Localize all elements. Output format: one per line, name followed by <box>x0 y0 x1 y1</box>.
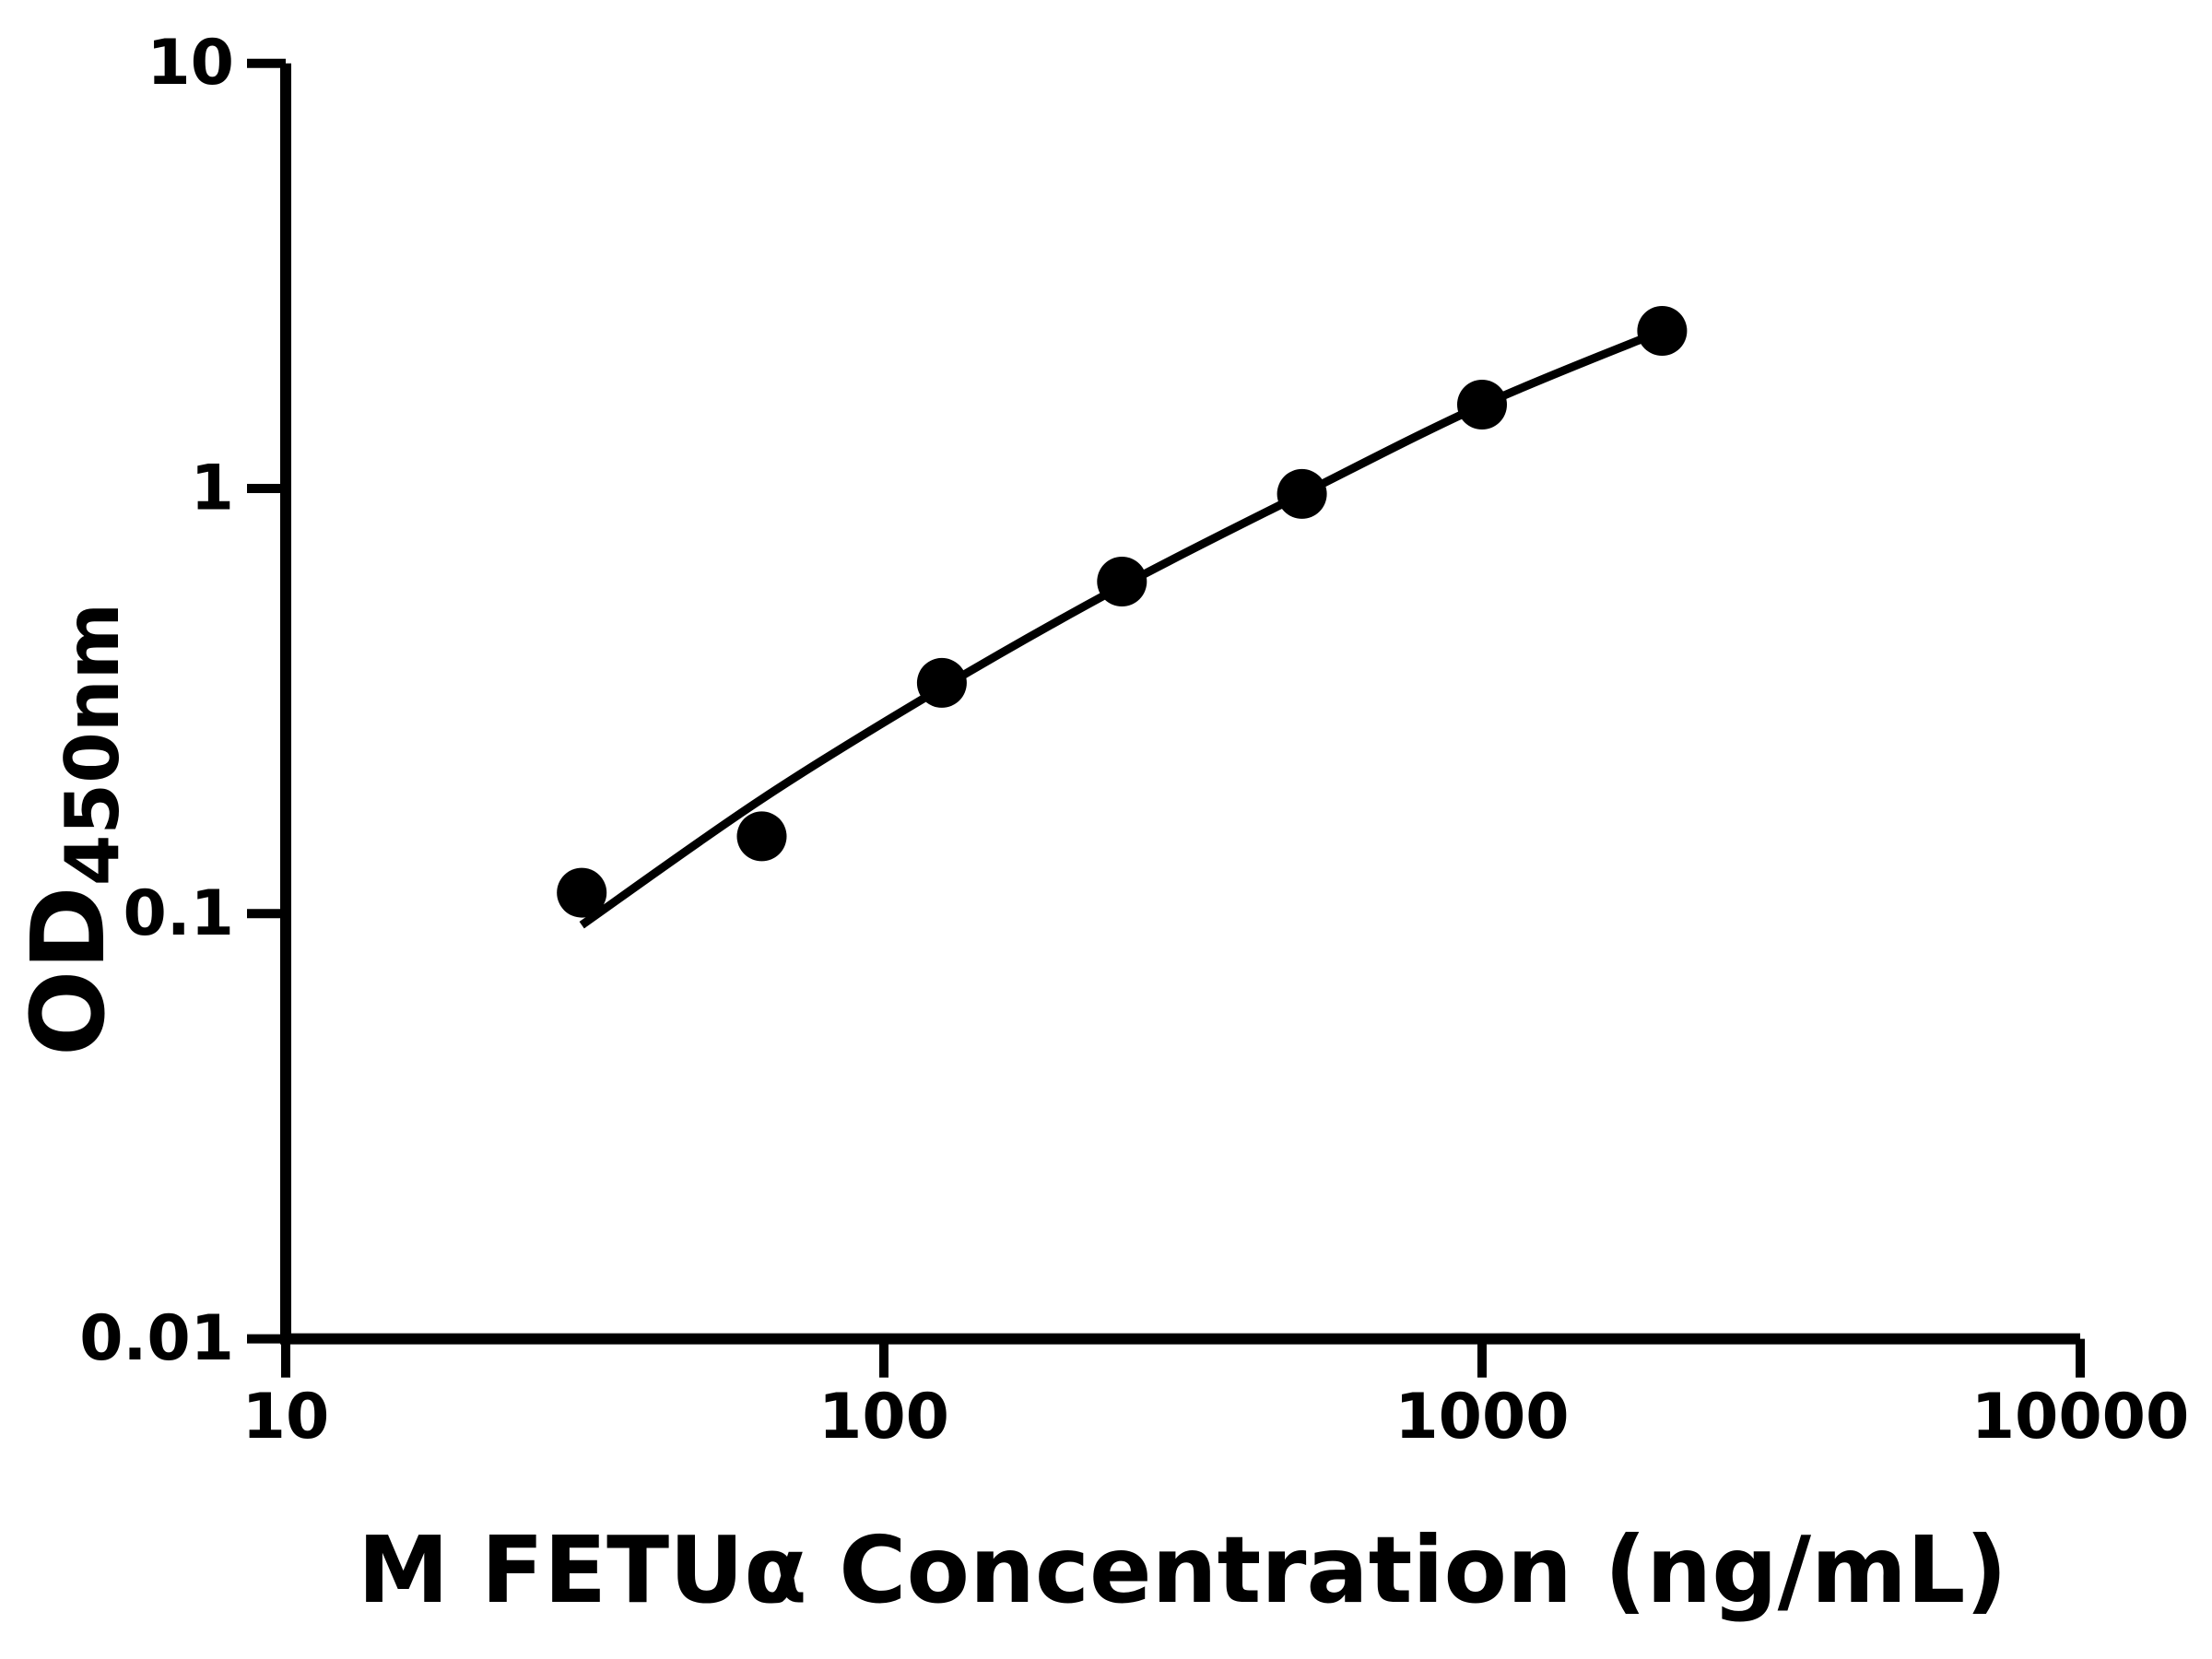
axis-lines <box>280 63 2080 1345</box>
x-tick-label: 10 <box>242 1381 330 1453</box>
data-point <box>916 657 967 708</box>
y-tick-label: 10 <box>147 27 234 100</box>
y-tick-label: 0.1 <box>124 877 234 950</box>
x-axis-title: M FETUα Concentration (ng/mL) <box>358 1516 2007 1624</box>
data-point <box>557 867 607 918</box>
data-point <box>1457 380 1507 429</box>
data-point <box>736 811 787 862</box>
data-point <box>1637 306 1688 356</box>
y-tick-label: 0.01 <box>79 1302 234 1375</box>
y-axis-title: OD450nm <box>9 603 135 1056</box>
y-axis-ticks <box>247 58 286 1344</box>
x-tick-label: 10000 <box>1971 1381 2190 1453</box>
x-tick-label: 100 <box>818 1381 949 1453</box>
plot-axes: 10 100 1000 10000 10 1 0.1 0.01 <box>79 27 2189 1453</box>
x-axis-ticks <box>281 1338 2085 1378</box>
data-points <box>557 306 1688 918</box>
x-tick-label: 1000 <box>1394 1381 1569 1453</box>
y-tick-label: 1 <box>191 453 234 525</box>
data-point <box>1277 468 1327 519</box>
x-axis-tick-labels: 10 100 1000 10000 <box>242 1381 2190 1453</box>
y-axis-title-subscript: 450nm <box>50 603 135 886</box>
data-point <box>1097 557 1147 606</box>
y-axis-tick-labels: 10 1 0.1 0.01 <box>79 27 234 1375</box>
y-axis-title-main: OD <box>9 886 127 1056</box>
